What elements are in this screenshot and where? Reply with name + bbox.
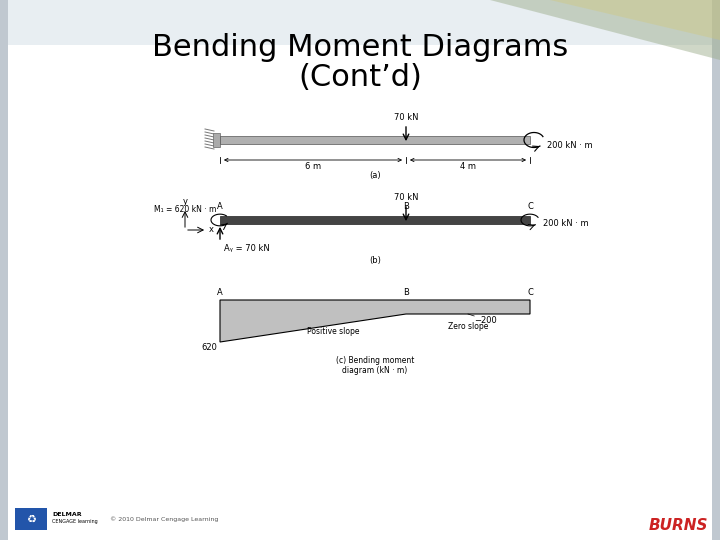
- Text: ♻: ♻: [26, 514, 36, 524]
- Text: © 2010 Delmar Cengage Learning: © 2010 Delmar Cengage Learning: [110, 516, 218, 522]
- Text: BURNS: BURNS: [649, 517, 708, 532]
- Text: Bending Moment Diagrams: Bending Moment Diagrams: [152, 33, 568, 63]
- Polygon shape: [490, 0, 720, 60]
- Text: CENGAGE learning: CENGAGE learning: [52, 519, 98, 524]
- Text: 4 m: 4 m: [460, 162, 476, 171]
- Bar: [15, 508, 47, 530]
- Text: 70 kN: 70 kN: [394, 193, 418, 202]
- Text: M₁ = 620 kN · m: M₁ = 620 kN · m: [153, 205, 216, 213]
- Text: x: x: [209, 226, 214, 234]
- Text: 70 kN: 70 kN: [394, 113, 418, 122]
- Bar: [220, 136, 530, 144]
- Text: C: C: [527, 288, 533, 297]
- Bar: [220, 216, 530, 224]
- Text: Positive slope: Positive slope: [307, 327, 359, 336]
- Polygon shape: [220, 300, 530, 342]
- Text: y: y: [182, 197, 187, 206]
- Text: A: A: [217, 288, 223, 297]
- Text: (Cont’d): (Cont’d): [298, 64, 422, 92]
- Polygon shape: [550, 0, 720, 40]
- Text: Zero slope: Zero slope: [448, 322, 488, 331]
- Text: (a): (a): [369, 171, 381, 180]
- Text: A: A: [217, 202, 223, 211]
- Text: 6 m: 6 m: [305, 162, 321, 171]
- Text: Aᵧ = 70 kN: Aᵧ = 70 kN: [224, 244, 270, 253]
- Text: B: B: [403, 288, 409, 297]
- Bar: [712, 0, 720, 540]
- Text: C: C: [527, 202, 533, 211]
- Text: B: B: [403, 202, 409, 211]
- Text: −200: −200: [474, 316, 497, 325]
- Text: 620: 620: [201, 343, 217, 352]
- Bar: [0, 0, 720, 45]
- Text: (b): (b): [369, 256, 381, 265]
- Text: (c) Bending moment
diagram (kN · m): (c) Bending moment diagram (kN · m): [336, 356, 414, 375]
- Text: DELMAR: DELMAR: [52, 512, 81, 517]
- Bar: [0, 0, 8, 540]
- Bar: [213, 133, 220, 147]
- Text: 200 kN · m: 200 kN · m: [547, 140, 593, 150]
- Text: 200 kN · m: 200 kN · m: [543, 219, 589, 228]
